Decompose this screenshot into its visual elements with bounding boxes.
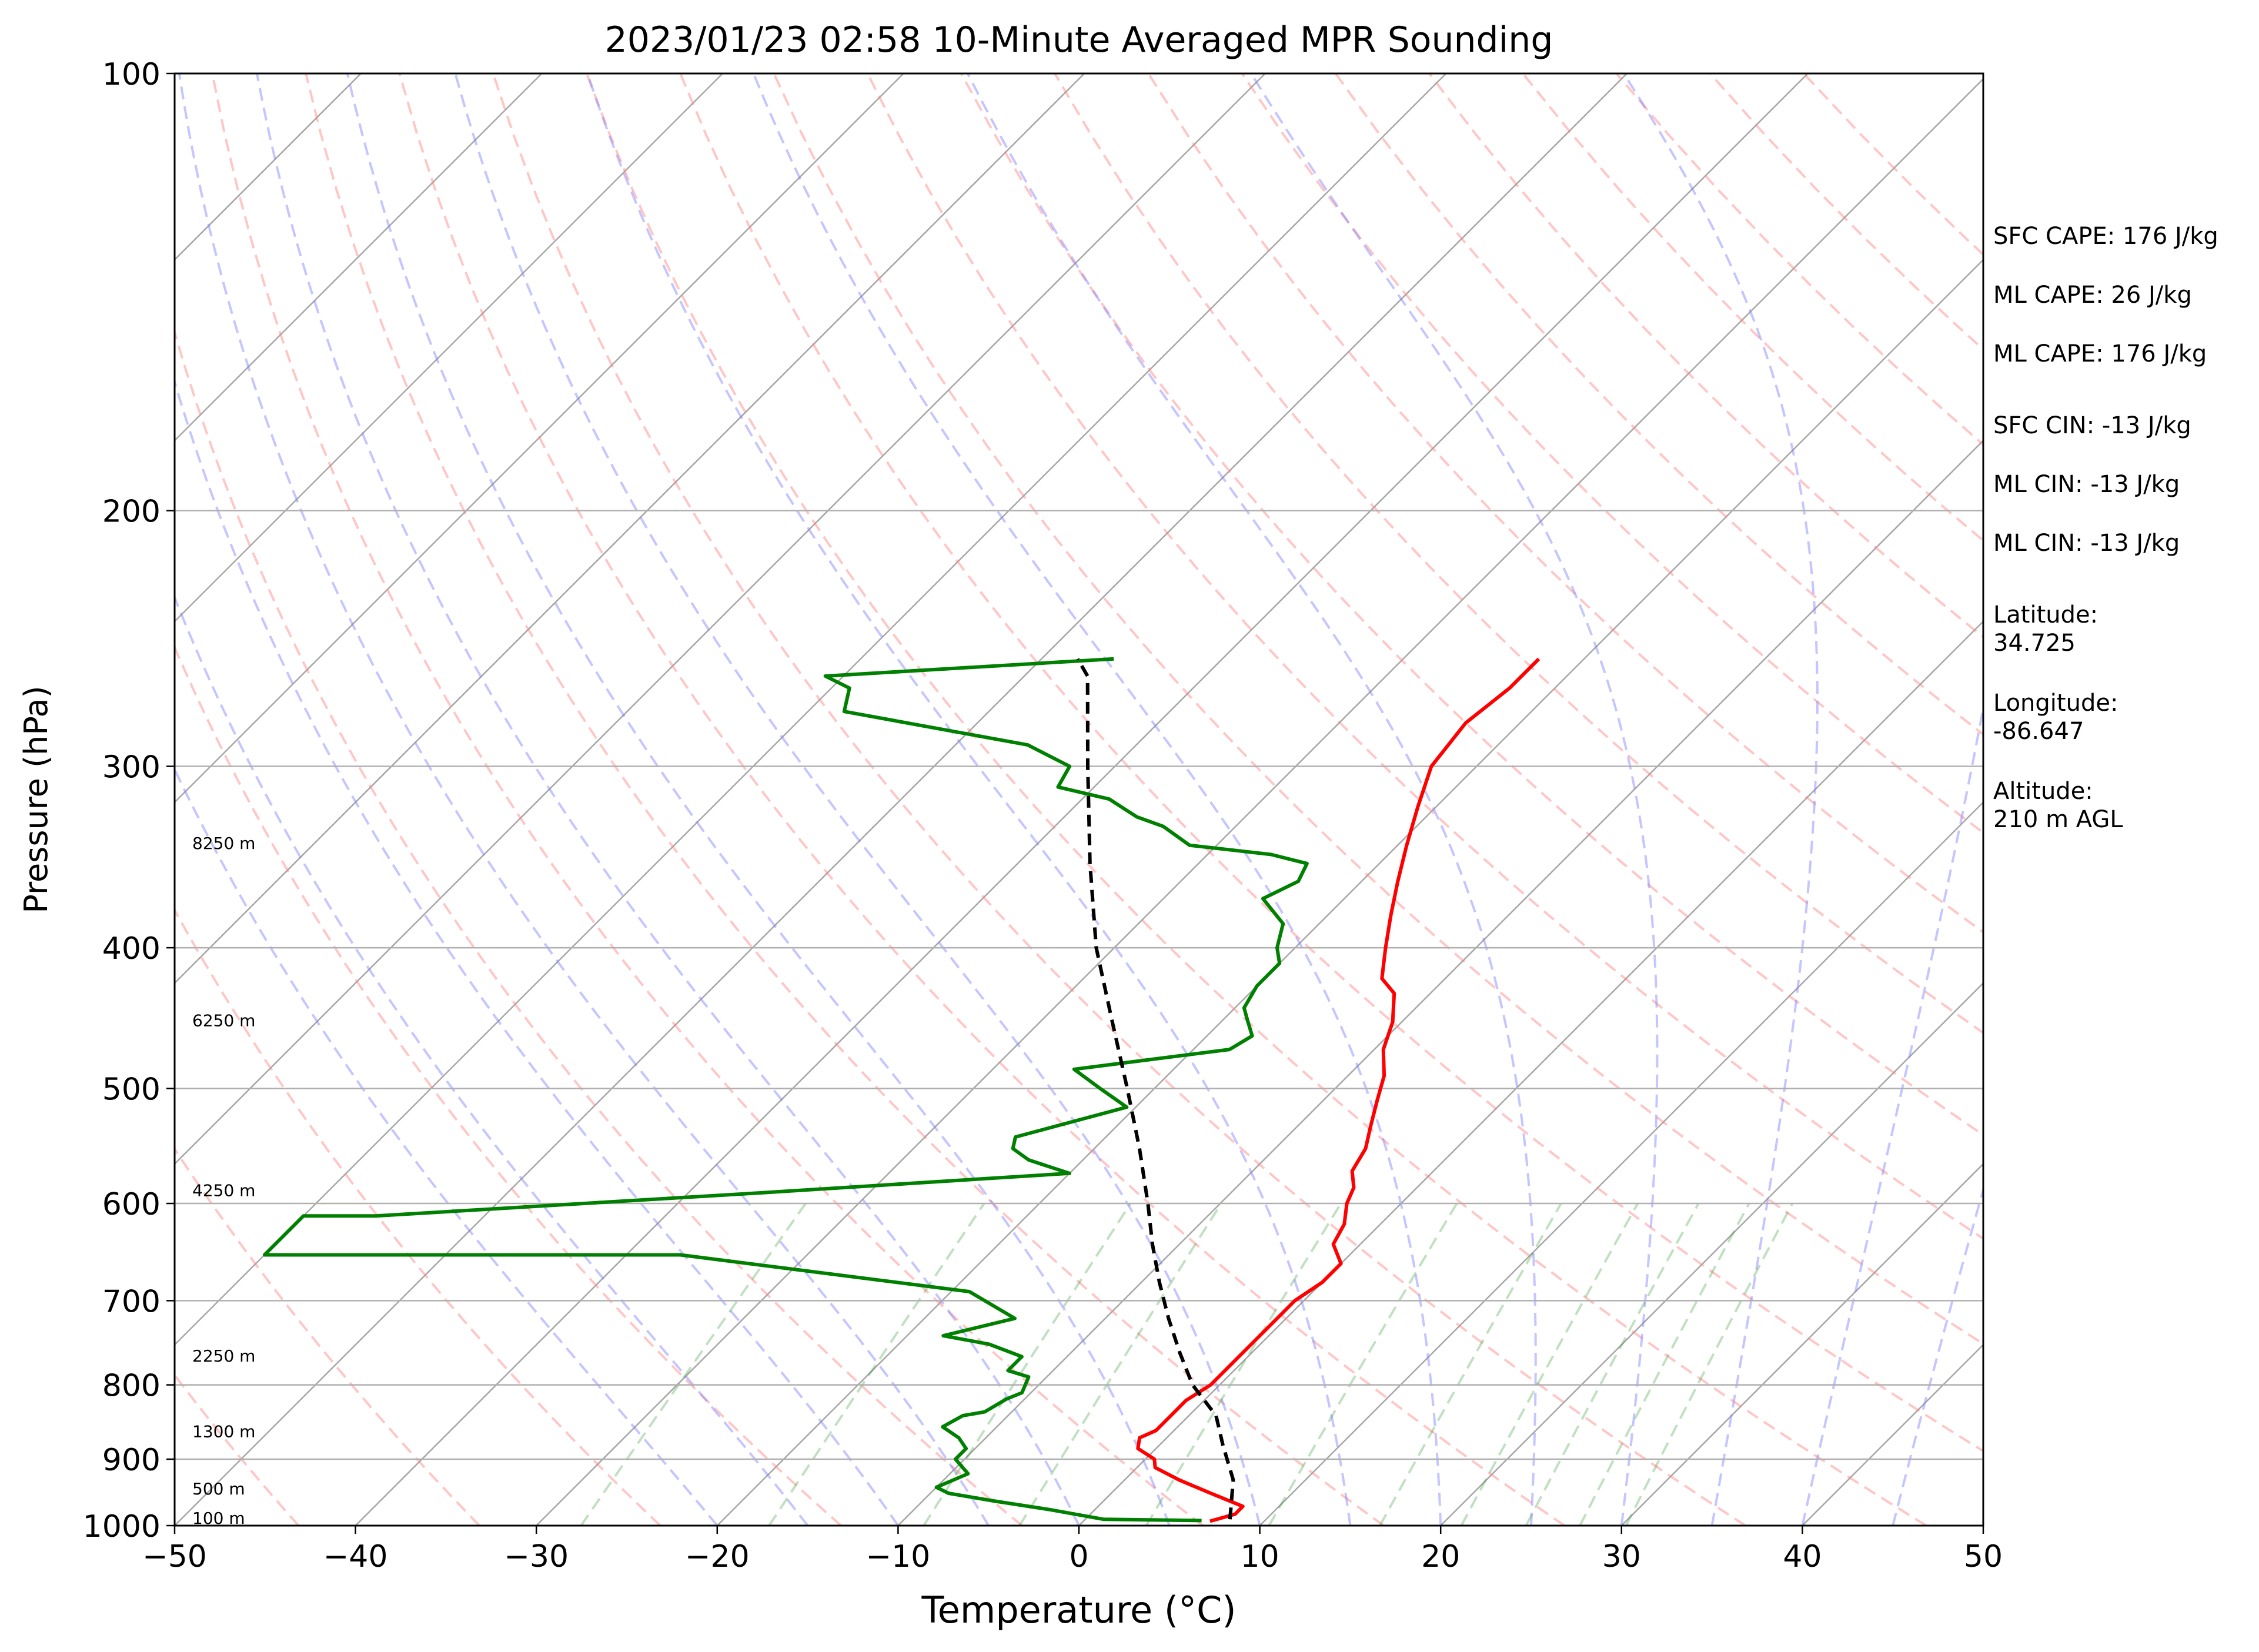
y-tick-label: 400 [102,931,161,967]
moist-adiabat-line [178,73,990,1526]
latitude-label: Latitude: 34.725 [1993,601,2098,657]
isotherm-line [175,73,1447,1346]
moist-adiabat-line [346,73,1171,1526]
isotherm-line [175,73,723,623]
moist-adiabat-line [752,73,1442,1526]
dry-adiabat-line [175,1146,480,1526]
dry-adiabat-line [398,73,1566,1526]
height-label: 4250 m [192,1181,255,1200]
dry-adiabat-line [175,908,661,1526]
sfc-cin-label: SFC CIN: -13 J/kg [1993,412,2191,439]
dry-adiabat-line [211,73,1204,1526]
dry-adiabat-line [866,73,1983,1240]
x-axis-label: Temperature (°C) [921,1589,1236,1631]
height-label: 8250 m [192,834,255,853]
dry-adiabat-line [305,73,1385,1526]
x-tick-label: 0 [1069,1539,1088,1574]
ml-cape-label-2: ML CAPE: 176 J/kg [1993,340,2207,367]
ml-cin-label: ML CIN: -13 J/kg [1993,471,2180,498]
x-tick-label: 50 [1964,1539,2003,1574]
moist-adiabat-line [1801,701,1983,1526]
isotherm-line [175,73,543,442]
dry-adiabat-line [585,73,1927,1526]
height-label: 100 m [192,1509,245,1528]
y-tick-label: 500 [102,1072,161,1107]
y-tick-label: 700 [102,1284,161,1319]
y-tick-label: 900 [102,1443,161,1478]
y-tick-label: 200 [102,494,161,530]
moist-adiabat-line [1623,73,1819,1526]
moist-adiabat-line [175,594,809,1526]
y-tick-label: 600 [102,1187,161,1222]
isotherm-line [175,73,1266,1165]
dry-adiabat-line [773,73,1983,1346]
y-tick-label: 800 [102,1369,161,1404]
x-tick-label: −30 [504,1539,569,1574]
moist-adiabat-line [175,767,719,1526]
isotherm-line [175,73,1628,1526]
dry-adiabat-line [175,328,1023,1526]
moist-adiabat-line [586,73,1352,1526]
mixing-ratio-line [580,1202,807,1526]
mixing-ratio-line [1460,1203,1639,1526]
mixing-ratio-line [1625,1203,1794,1526]
isotherm-line [355,73,1809,1526]
isotherm-line [175,73,904,804]
ml-cape-label: ML CAPE: 26 J/kg [1993,282,2192,309]
height-label: 500 m [192,1479,245,1499]
x-tick-label: 20 [1421,1539,1460,1574]
mixing-ratio-line [1525,1203,1700,1526]
x-tick-label: −20 [685,1539,750,1574]
moist-adiabat-line [454,73,1261,1526]
altitude-label: Altitude: 210 m AGL [1993,778,2123,833]
dry-adiabat-line [175,644,842,1526]
isotherm-line [1620,1163,1983,1526]
height-label: 2250 m [192,1346,255,1366]
x-tick-label: −10 [866,1539,931,1574]
moist-adiabat-line [256,73,1080,1526]
dry-adiabat-line [1241,73,1983,834]
moist-adiabat-line [1250,73,1659,1526]
isotherm-line [1440,982,1983,1526]
longitude-label: Longitude: -86.647 [1993,690,2118,745]
height-label: 1300 m [192,1422,255,1441]
y-axis-label: Pressure (hPa) [18,685,55,913]
y-tick-label: 100 [102,57,161,92]
moist-adiabat-line [1892,1185,1983,1526]
sfc-cape-label: SFC CAPE: 176 J/kg [1993,223,2218,250]
x-tick-label: 30 [1602,1539,1641,1574]
height-label: 6250 m [192,1011,255,1031]
moist-adiabat-line [175,377,900,1526]
isotherm-line [716,259,1983,1526]
x-tick-label: −40 [323,1539,388,1574]
isotherm-line [1259,801,1983,1526]
chart-title: 2023/01/23 02:58 10-Minute Averaged MPR … [605,19,1553,61]
y-tick-label: 1000 [83,1509,161,1544]
temperature-line [1136,657,1540,1523]
x-tick-label: 10 [1241,1539,1279,1574]
moist-adiabat-line [967,73,1537,1526]
dry-adiabat-line [1054,73,1983,1035]
mixing-ratio-line [1018,1202,1222,1526]
mixing-ratio-line [1579,1203,1750,1526]
x-tick-label: −50 [142,1539,207,1574]
parcel-profile-line [1076,658,1235,1520]
isotherm-line [175,73,1085,984]
mixing-ratio-line [768,1202,985,1526]
dry-adiabat-line [679,73,1983,1453]
y-tick-label: 300 [102,750,161,785]
dewpoint-line [262,657,1309,1523]
x-tick-label: 40 [1783,1539,1822,1574]
ml-cin-label-2: ML CIN: -13 J/kg [1993,530,2180,557]
isotherm-line [897,439,1983,1526]
isotherm-line [536,78,1983,1526]
dry-adiabat-line [492,73,1746,1526]
